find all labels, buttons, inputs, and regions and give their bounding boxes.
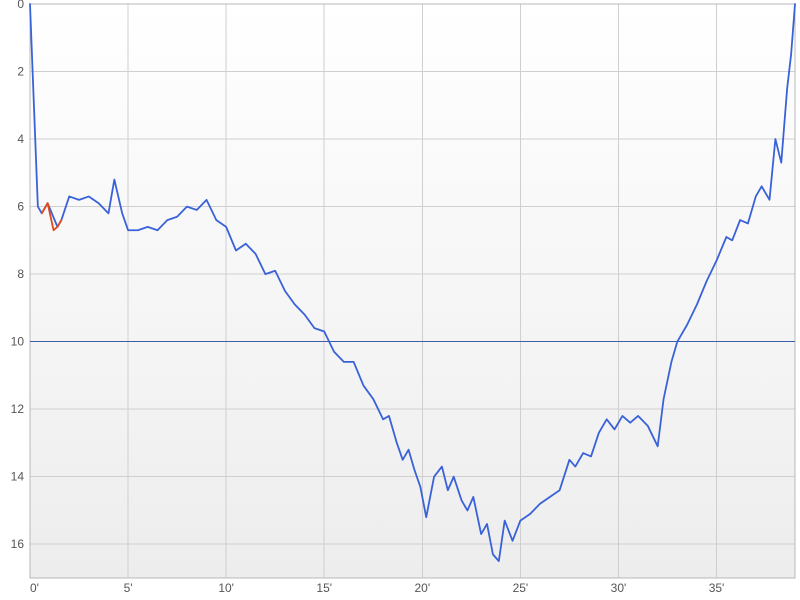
- x-tick-label: 0': [30, 581, 39, 595]
- y-tick-label: 12: [11, 402, 25, 416]
- y-tick-label: 0: [17, 0, 24, 11]
- x-tick-label: 5': [124, 581, 133, 595]
- y-tick-label: 4: [17, 132, 24, 146]
- x-tick-label: 25': [513, 581, 529, 595]
- y-tick-label: 2: [17, 65, 24, 79]
- plot-background: [30, 4, 795, 578]
- y-tick-label: 14: [11, 470, 25, 484]
- depth-chart: 0 2 4 6 8 10 12 14 16 0' 5' 10' 15' 20' 25' 30' 35': [0, 0, 800, 600]
- x-tick-label: 10': [218, 581, 234, 595]
- chart-svg: 0 2 4 6 8 10 12 14 16 0' 5' 10' 15' 20' 25' 30' 35': [0, 0, 800, 600]
- y-tick-label: 6: [17, 200, 24, 214]
- x-tick-label: 20': [414, 581, 430, 595]
- y-tick-label: 16: [11, 537, 25, 551]
- y-tick-label: 10: [11, 335, 25, 349]
- x-tick-label: 15': [316, 581, 332, 595]
- x-tick-label: 30': [611, 581, 627, 595]
- y-tick-label: 8: [17, 267, 24, 281]
- x-tick-label: 35': [709, 581, 725, 595]
